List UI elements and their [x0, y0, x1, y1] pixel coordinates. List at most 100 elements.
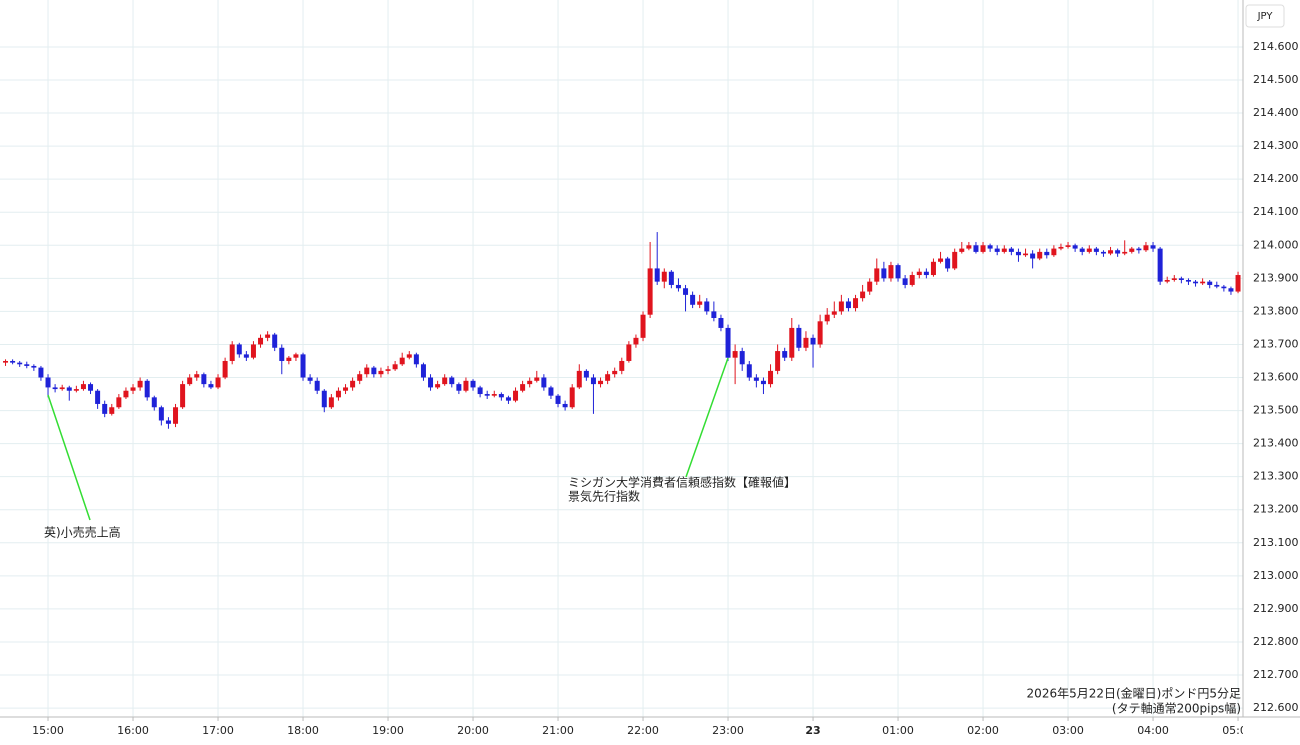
candle-body	[201, 374, 207, 385]
candle-body	[775, 351, 781, 371]
candle-body	[1150, 245, 1156, 249]
candle-body	[406, 354, 412, 358]
candle-body	[165, 420, 171, 424]
candle-body	[1058, 246, 1064, 249]
candle-body	[704, 301, 710, 312]
candle-body	[1136, 248, 1142, 251]
candle-body	[768, 370, 774, 385]
candle-body	[527, 380, 533, 385]
candle-body	[697, 301, 703, 305]
candle-body	[194, 374, 200, 378]
candle-body	[215, 377, 221, 388]
candle-body	[208, 384, 214, 388]
candle-body	[987, 245, 993, 249]
candle-body	[1030, 253, 1036, 259]
y-tick-label: 213.200	[1253, 503, 1299, 516]
x-tick-label: 23:00	[712, 724, 744, 737]
candle-body	[229, 344, 235, 361]
candle-body	[838, 301, 844, 312]
candle-body	[364, 367, 370, 375]
candle-body	[860, 291, 866, 299]
x-tick-label: 03:00	[1052, 724, 1084, 737]
candle-body	[123, 390, 129, 398]
candle-body	[357, 374, 363, 381]
y-tick-label: 213.500	[1253, 404, 1299, 417]
candle-body	[789, 327, 795, 358]
candle-body	[690, 294, 696, 305]
candle-body	[102, 403, 108, 414]
candle-body	[746, 364, 752, 378]
candle-body	[3, 360, 9, 363]
x-tick-label: 15:00	[32, 724, 64, 737]
candle-body	[753, 377, 759, 381]
candle-body	[1008, 248, 1014, 252]
y-tick-label: 214.300	[1253, 139, 1299, 152]
candle-body	[17, 362, 23, 365]
y-tick-label: 214.600	[1253, 40, 1299, 53]
candle-body	[959, 248, 965, 252]
candle-body	[59, 387, 65, 390]
candle-body	[1044, 251, 1050, 256]
x-tick-label: 22:00	[627, 724, 659, 737]
candle-body	[314, 380, 320, 391]
candle-body	[45, 377, 51, 388]
candle-body	[888, 265, 894, 279]
candle-body	[598, 380, 604, 385]
candle-body	[258, 337, 264, 345]
candle-body	[1023, 253, 1029, 256]
candle-body	[668, 271, 674, 285]
candle-body	[541, 377, 547, 388]
candle-body	[470, 380, 476, 388]
candle-body	[760, 380, 766, 385]
candle-body	[909, 275, 915, 285]
candle-body	[994, 248, 1000, 252]
candle-body	[435, 384, 441, 388]
candle-body	[895, 265, 901, 279]
y-tick-label: 214.500	[1253, 73, 1299, 86]
candle-body	[732, 351, 738, 358]
candle-body	[371, 367, 377, 375]
x-tick-label: 17:00	[202, 724, 234, 737]
candle-body	[24, 364, 30, 366]
candle-body	[1122, 251, 1128, 254]
candle-body	[272, 334, 278, 348]
annotation: ミシガン大学消費者信頼感指数【確報値】	[568, 475, 796, 490]
candle-body	[73, 389, 79, 391]
candle-body	[973, 245, 979, 252]
candle-body	[1079, 248, 1085, 252]
candle-body	[1185, 279, 1191, 282]
candle-body	[477, 387, 483, 395]
candle-body	[321, 390, 327, 408]
candle-body	[711, 311, 717, 319]
candle-body	[647, 268, 653, 315]
y-tick-label: 212.800	[1253, 635, 1299, 648]
candle-body	[583, 370, 589, 378]
y-tick-label: 214.100	[1253, 205, 1299, 218]
candle-body	[449, 377, 455, 385]
candle-body	[350, 380, 356, 388]
y-tick-label: 213.600	[1253, 371, 1299, 384]
candle-body	[399, 357, 405, 365]
candle-body	[1129, 248, 1135, 252]
candle-body	[236, 344, 242, 355]
y-tick-label: 213.300	[1253, 470, 1299, 483]
candle-body	[144, 380, 150, 398]
candle-body	[1015, 251, 1021, 256]
candle-body	[1051, 248, 1057, 256]
candle-body	[1143, 245, 1149, 251]
candle-body	[1164, 279, 1170, 282]
candle-body	[505, 397, 511, 401]
candle-body	[513, 390, 519, 401]
x-tick-label: 23	[805, 724, 820, 737]
candle-body	[116, 397, 122, 408]
unit-label: JPY	[1257, 11, 1274, 22]
annotation-line	[47, 394, 91, 521]
candle-body	[38, 367, 44, 378]
candle-body	[187, 377, 193, 385]
candle-body	[661, 271, 667, 282]
candle-body	[442, 377, 448, 385]
candle-body	[923, 271, 929, 276]
candle-body	[1235, 275, 1241, 292]
candle-body	[853, 298, 859, 309]
candle-body	[392, 364, 398, 370]
